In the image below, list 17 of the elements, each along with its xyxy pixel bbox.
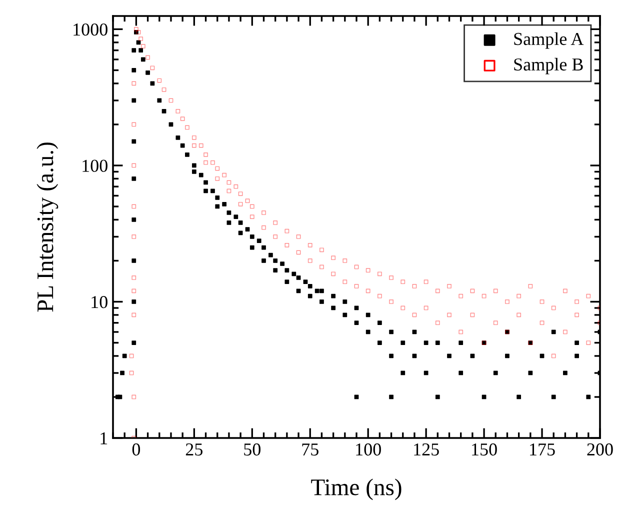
x-tick-label: 150 <box>472 443 497 456</box>
y-tick-label: 1 <box>100 432 108 444</box>
legend-label: Sample B <box>514 58 583 74</box>
y-tick-label: 100 <box>82 160 108 172</box>
x-axis-title: Time (ns) <box>311 478 402 500</box>
x-tick-label: 125 <box>414 443 439 456</box>
x-tick-label: 50 <box>244 443 260 456</box>
x-tick-label: 200 <box>587 443 613 456</box>
y-tick-label: 10 <box>92 296 108 308</box>
y-axis-title: PL Intensity (a.u.) <box>36 142 58 312</box>
legend-label: Sample A <box>514 32 584 49</box>
x-tick-label: 175 <box>530 443 555 456</box>
x-tick-label: 100 <box>356 443 381 456</box>
x-tick-label: 0 <box>132 443 140 456</box>
y-tick-label: 1000 <box>74 23 108 36</box>
x-tick-label: 25 <box>186 443 202 456</box>
x-tick-label: 75 <box>302 444 318 456</box>
